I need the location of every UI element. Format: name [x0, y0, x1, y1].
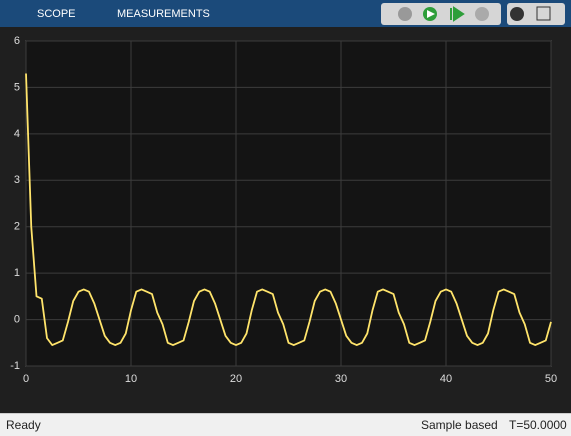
time-text: T=50.0000: [509, 418, 567, 432]
y-tick-label: 0: [14, 313, 20, 325]
undock-button[interactable]: [536, 6, 551, 21]
status-bar: Ready Sample based T=50.0000: [0, 413, 571, 436]
step-back-button[interactable]: [398, 7, 412, 21]
help-button[interactable]: [510, 7, 524, 21]
stop-button[interactable]: [475, 7, 489, 21]
toolbar-icons: [381, 3, 565, 25]
signal-line: [25, 73, 552, 347]
y-tick-label: 6: [14, 35, 20, 47]
run-icon: [427, 10, 435, 18]
step-button[interactable]: [450, 6, 465, 22]
x-tick-label: 0: [23, 373, 29, 385]
x-tick-label: 40: [440, 373, 452, 385]
status-text: Ready: [6, 418, 41, 432]
x-tick-label: 10: [125, 373, 137, 385]
y-tick-label: 1: [14, 267, 20, 279]
button-group: [381, 3, 501, 25]
x-tick-label: 50: [545, 373, 557, 385]
tab[interactable]: MEASUREMENTS: [117, 8, 210, 20]
toolbar: SCOPE MEASUREMENTS: [0, 0, 571, 27]
y-tick-label: -1: [10, 360, 20, 372]
x-tick-label: 30: [335, 373, 347, 385]
y-tick-label: 3: [14, 174, 20, 186]
y-tick-label: 2: [14, 221, 20, 233]
plot-area: [25, 40, 552, 367]
y-tick-label: 5: [14, 81, 20, 93]
mode-text: Sample based: [421, 418, 498, 432]
tab[interactable]: SCOPE: [37, 8, 76, 20]
y-tick-label: 4: [14, 128, 20, 140]
x-tick-label: 20: [230, 373, 242, 385]
